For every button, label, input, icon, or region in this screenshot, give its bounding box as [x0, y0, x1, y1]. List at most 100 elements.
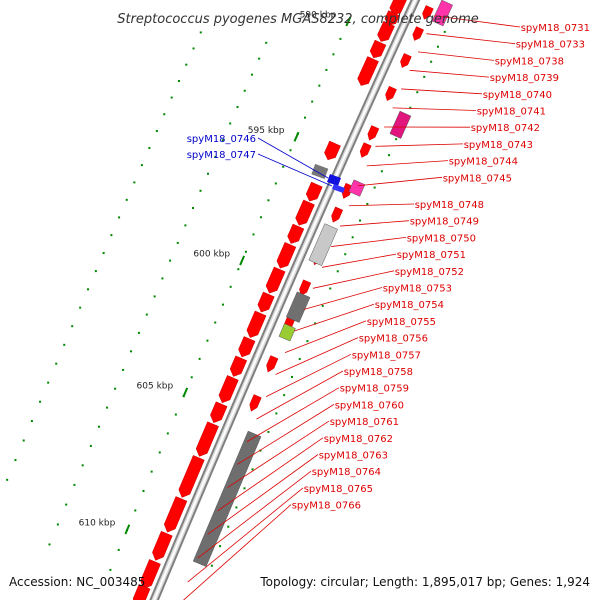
label-leader — [331, 237, 407, 247]
gene-arrow-reverse — [249, 394, 262, 412]
grid-dot — [267, 199, 270, 202]
grid-dot — [243, 89, 246, 92]
grid-dot — [206, 172, 209, 175]
kbp-tick-mark — [345, 16, 352, 27]
label-leader — [340, 220, 410, 227]
label-leader — [375, 143, 464, 147]
grid-dot — [244, 250, 247, 253]
gene-label-right: spyM18_0748 — [415, 200, 484, 211]
left-gene-arrow — [332, 184, 345, 193]
grid-dot — [199, 189, 202, 192]
gene-label-right: spyM18_0740 — [483, 90, 552, 101]
kbp-label: 610 kbp — [79, 518, 116, 528]
gene-arrow — [324, 140, 341, 161]
grid-dot — [304, 116, 307, 119]
grid-dot — [306, 340, 309, 343]
gene-arrow — [152, 530, 173, 561]
grid-dot — [318, 84, 321, 87]
grid-dot — [243, 487, 246, 490]
label-leader — [401, 88, 483, 95]
label-leader — [265, 353, 352, 398]
grid-dot — [133, 181, 136, 184]
gene-arrow — [357, 56, 379, 86]
grid-dot — [366, 202, 369, 205]
grid-dot — [134, 509, 137, 512]
grid-dot — [298, 357, 301, 360]
grid-dot — [48, 543, 51, 546]
gene-arrow — [276, 242, 297, 269]
gene-arrow — [238, 336, 256, 358]
gene-arrow — [369, 39, 387, 59]
grid-dot — [30, 420, 33, 423]
grid-dot — [14, 459, 17, 462]
gene-label-right: spyM18_0741 — [477, 107, 546, 118]
grid-dot — [110, 234, 113, 237]
label-leader — [417, 51, 495, 61]
gene-label-right: spyM18_0753 — [383, 284, 452, 295]
label-leader — [409, 69, 490, 78]
grid-dot — [71, 325, 74, 328]
grid-dot — [250, 73, 253, 76]
gene-arrow — [246, 310, 267, 338]
gene-label-left: spyM18_0746 — [187, 134, 256, 145]
grid-dot — [251, 468, 254, 471]
label-leader — [366, 160, 449, 167]
grid-dot — [148, 146, 151, 149]
grid-dot — [336, 270, 339, 273]
grid-dot — [191, 207, 194, 210]
grid-dot — [388, 154, 391, 157]
gene-arrow-reverse — [341, 182, 354, 199]
feature-block — [278, 323, 296, 342]
left-feature-block — [311, 163, 329, 180]
grid-dot — [94, 270, 97, 273]
grid-dot — [109, 568, 112, 571]
kbp-label: 590 kbp — [300, 10, 337, 20]
map-title: Streptococcus pyogenes MGAS8232, complet… — [117, 12, 479, 27]
grid-dot — [430, 60, 433, 63]
gene-label-right: spyM18_0765 — [304, 484, 373, 495]
label-leader — [303, 287, 383, 310]
gene-label-right: spyM18_0742 — [471, 123, 540, 134]
grid-dot — [89, 444, 92, 447]
gene-arrow — [389, 0, 407, 15]
grid-dot — [229, 122, 232, 125]
grid-dot — [198, 357, 201, 360]
feature-block — [285, 291, 311, 323]
gene-label-right: spyM18_0759 — [340, 384, 409, 395]
gene-arrow — [257, 291, 275, 313]
grid-dot — [122, 368, 125, 371]
grid-dot — [185, 63, 188, 66]
label-leader — [197, 470, 312, 559]
grid-dot — [170, 96, 173, 99]
grid-dot — [114, 387, 117, 390]
kbp-tick-mark — [239, 255, 246, 266]
label-leader — [246, 387, 340, 442]
gene-arrow — [305, 181, 323, 202]
gene-label-right: spyM18_0751 — [397, 250, 466, 261]
gene-label-right: spyM18_0762 — [324, 434, 393, 445]
grid-dot — [39, 400, 42, 403]
grid-dot — [79, 306, 82, 309]
gene-arrow-reverse — [400, 53, 412, 68]
kbp-tick-mark — [182, 387, 189, 398]
grid-dot — [235, 506, 238, 509]
gene-label-right: spyM18_0739 — [490, 73, 559, 84]
grid-dot — [178, 80, 181, 83]
grid-dot — [192, 47, 195, 50]
grid-dot — [63, 343, 66, 346]
gene-arrow — [195, 421, 219, 457]
label-leader — [426, 33, 516, 45]
grid-dot — [125, 198, 128, 201]
kbp-tick-mark — [124, 524, 131, 535]
gene-arrow-reverse — [266, 355, 279, 373]
grid-dot — [199, 31, 202, 34]
grid-dot — [259, 216, 262, 219]
accession-text: Accession: NC_003485 — [9, 575, 145, 589]
left-gene-arrow — [327, 174, 341, 186]
grid-dot — [267, 430, 270, 433]
gene-arrow — [132, 584, 151, 600]
grid-dot — [87, 288, 90, 291]
grid-dot — [118, 216, 121, 219]
grid-dot — [373, 186, 376, 189]
grid-dot — [259, 449, 262, 452]
